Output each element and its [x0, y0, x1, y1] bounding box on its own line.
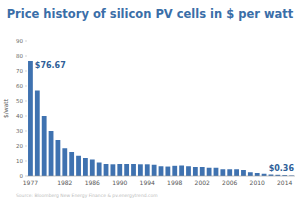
bar: [117, 164, 122, 176]
y-tick: [25, 146, 27, 147]
bar: [83, 158, 88, 176]
bar: [241, 170, 246, 176]
y-tick-label: 50: [16, 98, 23, 104]
x-tick-label: 1977: [23, 179, 38, 186]
bar: [138, 164, 143, 176]
x-axis: [27, 176, 295, 177]
y-tick: [25, 131, 27, 132]
bar: [131, 164, 136, 176]
bar: [62, 148, 67, 176]
bar: [35, 91, 40, 177]
y-tick: [25, 56, 27, 57]
title: Price history of silicon PV cells in $ p…: [7, 7, 294, 21]
y-tick-label: 60: [16, 83, 23, 89]
chart: Price history of silicon PV cells in $ p…: [0, 0, 300, 200]
y-tick-label: 30: [16, 128, 23, 134]
bar: [110, 164, 115, 176]
bar: [172, 166, 177, 176]
bar: [220, 169, 225, 176]
data-label: $76.67: [35, 61, 66, 70]
bar: [49, 131, 54, 176]
x-tick-label: 1982: [57, 179, 72, 186]
bar: [124, 164, 129, 176]
bar: [193, 167, 198, 176]
bar: [159, 166, 164, 176]
y-tick: [25, 71, 27, 72]
bar: [165, 167, 170, 176]
y-tick-label: 10: [16, 158, 23, 164]
y-tick: [25, 101, 27, 102]
y-tick: [25, 116, 27, 117]
bar: [104, 164, 109, 176]
bar: [76, 156, 81, 176]
bar: [152, 165, 157, 176]
bar: [255, 173, 260, 176]
bars: [28, 61, 294, 176]
bar: [69, 152, 74, 176]
y-tick-label: 40: [16, 113, 23, 119]
y-tick: [25, 41, 27, 42]
y-tick: [25, 176, 27, 177]
bar: [42, 116, 47, 176]
bar: [200, 167, 205, 176]
y-axis-label: $/watt: [2, 98, 9, 118]
bar: [207, 168, 212, 176]
bar: [214, 168, 219, 176]
x-tick-label: 1994: [140, 179, 155, 186]
bar: [145, 164, 150, 176]
y-tick-label: 90: [16, 38, 23, 44]
y-tick-label: 80: [16, 53, 23, 59]
x-tick-label: 1990: [112, 179, 127, 186]
bar: [28, 61, 33, 176]
data-label: $0.36: [269, 164, 295, 173]
bar: [262, 174, 267, 176]
y-tick: [25, 161, 27, 162]
x-tick-label: 2010: [250, 179, 265, 186]
bar: [248, 172, 253, 176]
y-tick-label: 70: [16, 68, 23, 74]
y-tick: [25, 86, 27, 87]
bar: [227, 169, 232, 176]
bar: [56, 140, 61, 176]
x-tick-label: 1986: [85, 179, 100, 186]
bar: [97, 163, 102, 177]
bar: [234, 169, 239, 176]
x-tick-label: 2002: [195, 179, 210, 186]
bar: [179, 166, 184, 177]
source: Source: Bloomberg New Energy Finance & p…: [16, 193, 158, 198]
y-tick-label: 20: [16, 143, 23, 149]
x-tick-label: 2014: [277, 179, 292, 186]
x-tick-label: 2006: [222, 179, 237, 186]
bar: [186, 166, 191, 176]
bar: [90, 160, 95, 177]
x-tick-label: 1998: [167, 179, 182, 186]
